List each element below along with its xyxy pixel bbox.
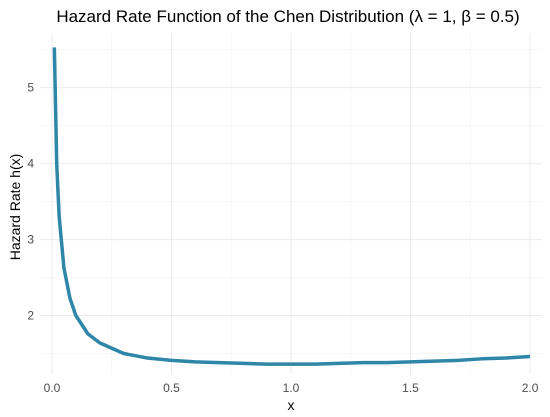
y-axis-title: Hazard Rate h(x) [7, 154, 23, 261]
x-axis-tick-labels: 0.0 0.5 1.0 1.5 2.0 [44, 381, 539, 395]
y-tick-label: 4 [27, 157, 34, 171]
series-line [52, 47, 531, 366]
chart-title: Hazard Rate Function of the Chen Distrib… [56, 7, 519, 26]
y-axis-tick-labels: 2 3 4 5 [27, 81, 34, 323]
x-axis-title: x [288, 397, 295, 413]
x-tick-label: 1.0 [283, 381, 300, 395]
y-tick-label: 5 [27, 81, 34, 95]
series-layer [52, 47, 531, 366]
x-tick-label: 0.5 [163, 381, 180, 395]
grid-major [40, 33, 542, 374]
plot-panel [40, 33, 542, 374]
x-tick-label: 2.0 [522, 381, 539, 395]
x-tick-label: 1.5 [402, 381, 419, 395]
x-tick-label: 0.0 [44, 381, 61, 395]
y-tick-label: 3 [27, 233, 34, 247]
y-tick-label: 2 [27, 309, 34, 323]
